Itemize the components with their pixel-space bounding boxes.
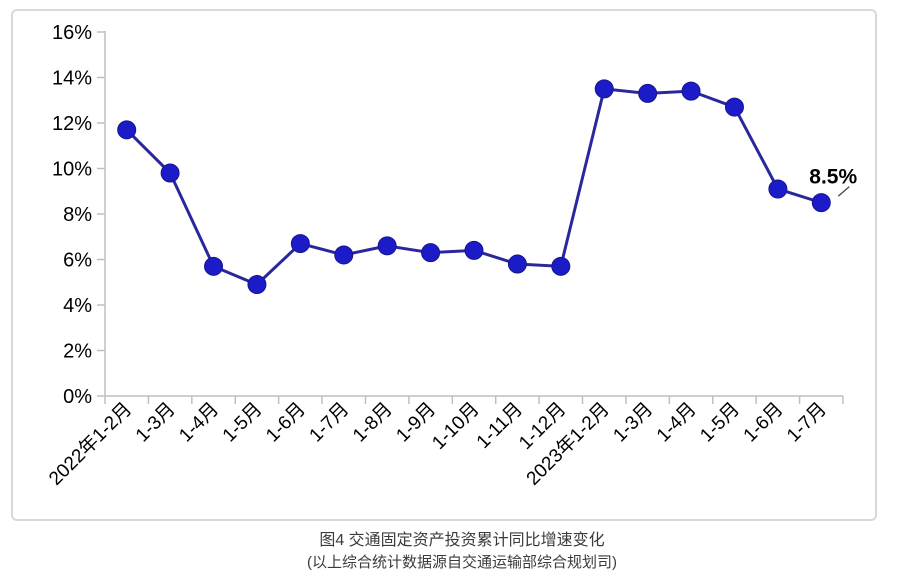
x-tick-label: 1-4月 xyxy=(653,399,701,447)
y-tick-label: 4% xyxy=(63,295,92,317)
x-tick-label: 2022年1-2月 xyxy=(45,398,137,490)
data-point xyxy=(594,79,614,99)
annotation-label: 8.5% xyxy=(809,166,857,189)
data-point xyxy=(768,179,788,199)
x-tick-label: 1-8月 xyxy=(349,399,397,447)
x-tick-label: 1-6月 xyxy=(262,399,310,447)
data-point xyxy=(724,97,744,117)
x-tick-label: 1-4月 xyxy=(175,399,223,447)
data-point xyxy=(681,81,701,101)
y-tick-label: 10% xyxy=(52,159,92,181)
x-tick-label: 1-3月 xyxy=(609,399,657,447)
x-tick-label: 1-11月 xyxy=(473,399,527,453)
chart-panel: 0% 2% 4% 6% 8% 10% 12% 14% 16% 2022年1-2月 1-3月 1-4月 1… xyxy=(11,9,877,521)
x-tick-label: 1-10月 xyxy=(428,399,483,454)
x-tick-label: 1-6月 xyxy=(740,399,788,447)
data-point xyxy=(638,83,658,103)
y-tick-label: 12% xyxy=(52,113,92,135)
data-point xyxy=(377,236,397,256)
line-chart: 0%2%4%6%8%10%12%14%16%2022年1-2月1-3月1-4月1… xyxy=(45,22,858,490)
data-point xyxy=(551,256,571,276)
y-tick-label: 16% xyxy=(52,22,92,44)
y-tick-label: 14% xyxy=(52,68,92,90)
caption-source: (以上综合统计数据源自交通运输部综合规划司) xyxy=(307,554,617,571)
x-tick-label: 1-3月 xyxy=(132,399,180,447)
data-point xyxy=(117,120,137,140)
data-point xyxy=(464,240,484,260)
data-point xyxy=(811,193,831,213)
data-point xyxy=(290,234,310,254)
annotation-leader-line xyxy=(837,186,850,197)
x-tick-label: 1-5月 xyxy=(219,399,267,447)
data-point xyxy=(204,256,224,276)
figure-caption: 图4 交通固定资产投资累计同比增速变化 (以上综合统计数据源自交通运输部综合规划… xyxy=(0,530,902,573)
y-tick-label: 0% xyxy=(63,386,92,408)
data-point xyxy=(247,275,267,295)
caption-title: 图4 交通固定资产投资累计同比增速变化 xyxy=(319,532,605,549)
data-point xyxy=(507,254,527,274)
data-point xyxy=(160,163,180,183)
y-tick-label: 8% xyxy=(63,204,92,226)
x-tick-label: 1-7月 xyxy=(783,399,831,447)
x-tick-label: 1-5月 xyxy=(696,399,744,447)
data-point xyxy=(421,243,441,263)
x-tick-label: 1-7月 xyxy=(306,399,354,447)
data-point xyxy=(334,245,354,265)
y-tick-label: 6% xyxy=(63,250,92,272)
y-tick-label: 2% xyxy=(63,341,92,363)
